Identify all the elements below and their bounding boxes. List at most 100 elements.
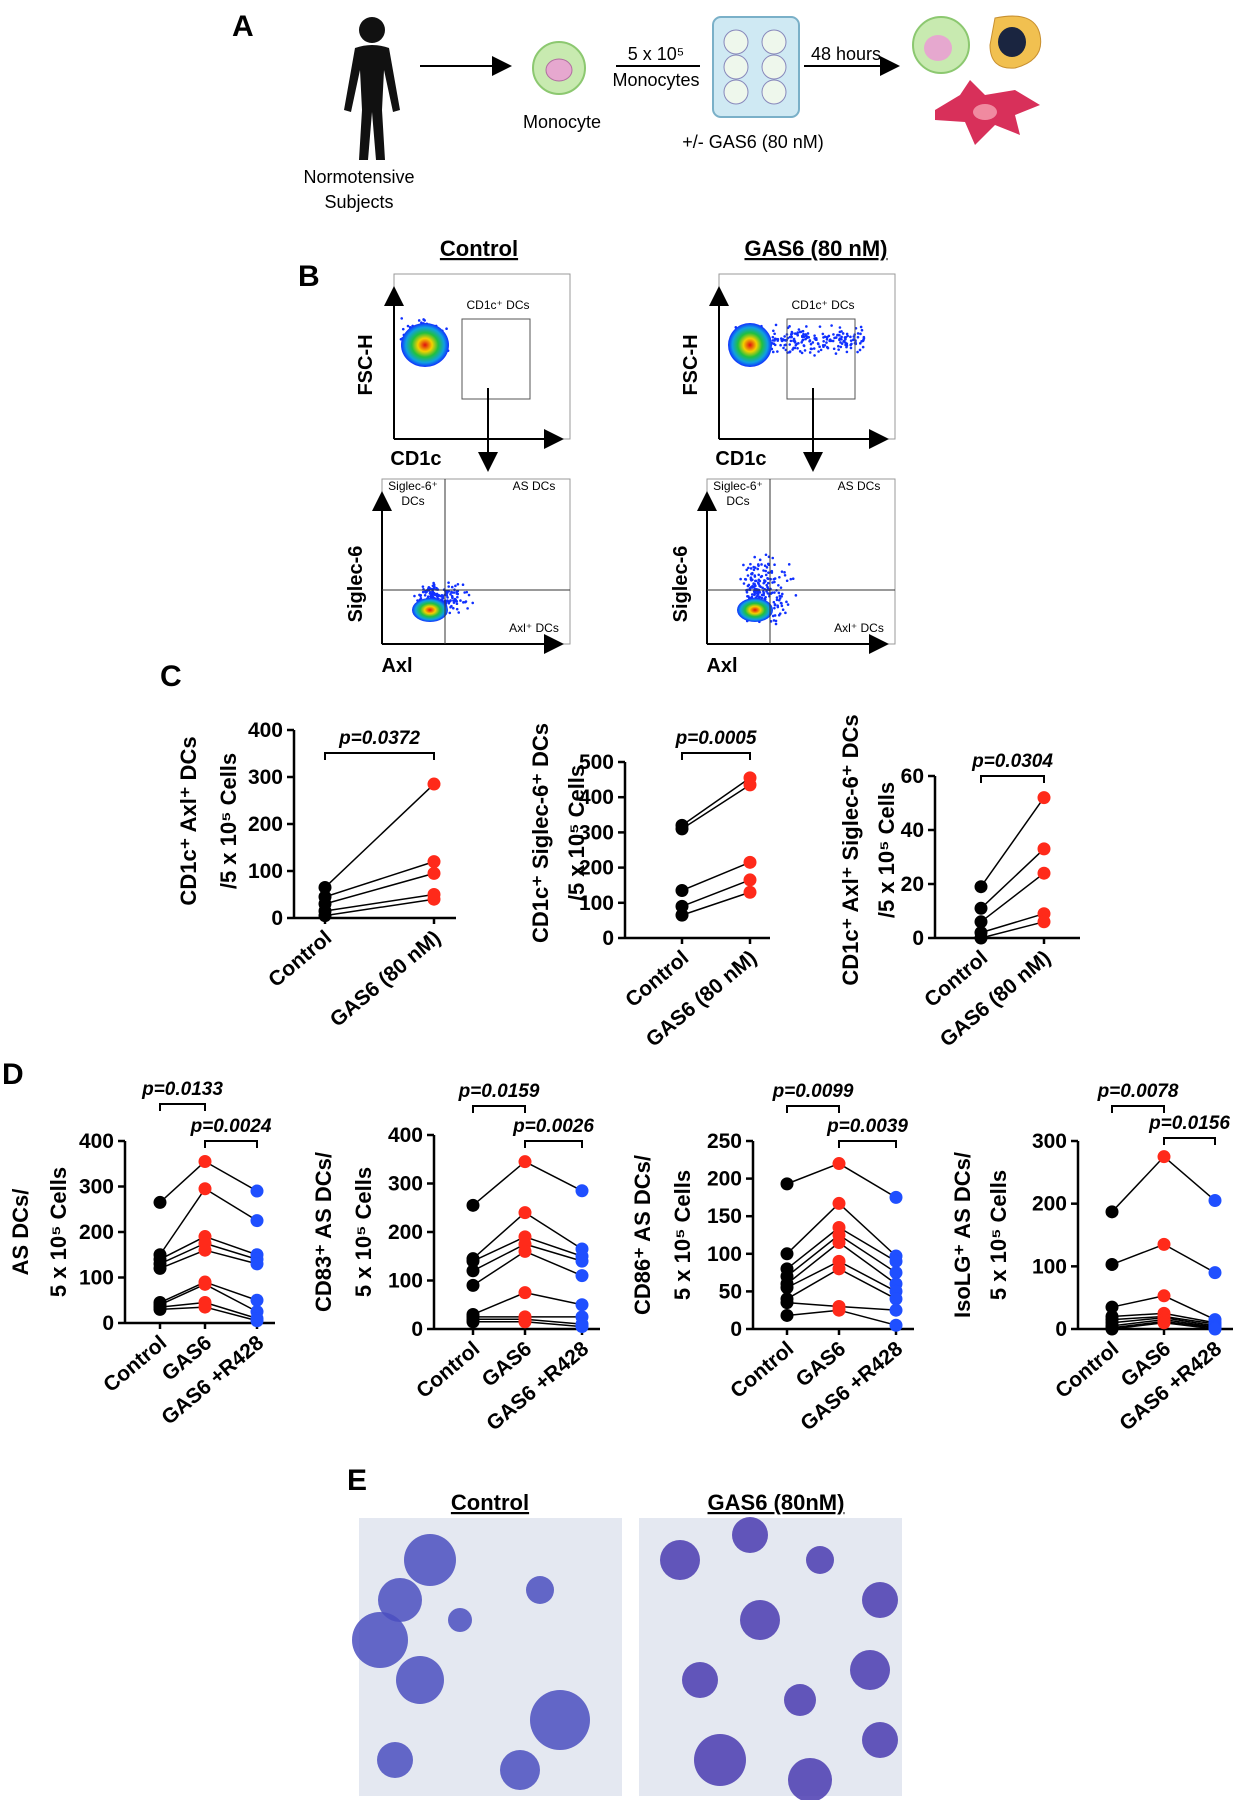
pair-line — [524, 1211, 583, 1250]
data-point — [832, 1236, 846, 1250]
flow-dot — [764, 569, 768, 573]
stained-cell — [377, 1742, 413, 1778]
flow-dot — [849, 335, 852, 339]
data-point — [466, 1315, 480, 1329]
nucleus — [973, 104, 997, 120]
flow-dot — [838, 338, 841, 342]
pair-line — [204, 1306, 258, 1322]
flow-dot — [775, 596, 779, 599]
flow-dot — [465, 590, 469, 594]
panel-label: B — [298, 260, 320, 293]
pair-line — [838, 1268, 897, 1300]
time-label: 48 hours — [811, 44, 881, 64]
y-tick-label: 400 — [388, 1124, 423, 1147]
pair-line — [786, 1268, 840, 1300]
dot-cloud — [412, 581, 475, 622]
y-axis-label: /5 x 10⁵ Cells — [874, 782, 899, 918]
flow-dot — [859, 332, 862, 336]
pair-line — [838, 1309, 897, 1326]
pair-line — [472, 1236, 526, 1262]
flow-dot — [759, 575, 763, 579]
flow-dot — [787, 563, 791, 566]
flow-dot — [427, 587, 430, 590]
flow-dot — [435, 594, 439, 598]
flow-dot — [758, 558, 762, 562]
bracket — [980, 775, 1045, 783]
y-tick-label: 0 — [271, 907, 283, 930]
y-axis-label: CD83⁺ AS DCs/ — [311, 1152, 336, 1312]
flow-dot — [822, 340, 825, 343]
y-axis-label: CD1c⁺ Siglec-6⁺ DCs — [528, 723, 553, 943]
pair-line — [472, 1291, 526, 1316]
flow-dot — [743, 577, 747, 581]
pair-line — [1163, 1321, 1216, 1330]
flow-dot — [817, 350, 820, 353]
flow-dot — [800, 351, 804, 355]
flow-dot — [753, 574, 757, 577]
flow-dot — [467, 593, 471, 597]
flow-dot — [757, 573, 761, 577]
flow-dot — [793, 346, 797, 350]
flow-dot — [832, 333, 835, 336]
y-tick-label: 0 — [602, 927, 614, 950]
subjects-label: Normotensive — [303, 167, 414, 187]
y-tick-label: 20 — [901, 873, 924, 896]
quadrant-label: AS DCs — [838, 479, 881, 493]
pair-line — [1111, 1321, 1165, 1330]
flow-dot — [771, 335, 775, 339]
flow-dot — [455, 592, 459, 595]
data-point — [466, 1264, 480, 1278]
flow-dot — [821, 344, 825, 347]
x-tick-label: GAS6 +R428 — [482, 1337, 593, 1435]
flow-dot — [785, 600, 788, 604]
flow-dot — [413, 594, 416, 598]
data-point — [1037, 791, 1051, 805]
flow-dot — [825, 341, 828, 344]
pair-line — [324, 860, 435, 898]
data-point — [1157, 1316, 1171, 1330]
flow-dot — [808, 339, 811, 343]
flow-dot — [752, 590, 756, 593]
p-value: p=0.0024 — [190, 1116, 272, 1137]
pair-line — [472, 1250, 526, 1286]
data-point — [575, 1254, 589, 1268]
pair-line — [1111, 1295, 1165, 1308]
flow-dot — [827, 334, 831, 338]
pair-line — [838, 1162, 897, 1199]
flow-dot — [446, 596, 449, 599]
data-point — [675, 822, 689, 836]
stained-cell — [526, 1576, 554, 1604]
pair-line — [1163, 1243, 1216, 1274]
pair-line — [204, 1242, 258, 1261]
stained-cell — [682, 1662, 718, 1698]
flow-dot — [764, 595, 767, 599]
x-tick-label: Control — [412, 1337, 484, 1403]
y-tick-label: 200 — [579, 857, 614, 880]
count-label: 5 x 10⁵ — [628, 44, 685, 64]
flow-dot — [454, 599, 457, 603]
flow-dot — [773, 337, 777, 341]
flow-dot — [813, 334, 816, 337]
flow-dot — [844, 335, 848, 339]
pair-line — [159, 1306, 206, 1311]
flow-dot — [754, 584, 757, 588]
pair-line — [1111, 1243, 1165, 1266]
y-tick-label: 400 — [248, 719, 283, 742]
flow-dot — [430, 595, 433, 598]
flow-dot — [448, 611, 452, 615]
y-tick-label: 300 — [579, 821, 614, 844]
flow-column: GAS6 (80 nM) CD1c⁺ DCs FSC-H CD1c Siglec… — [670, 236, 896, 677]
y-tick-label: 500 — [579, 751, 614, 774]
stained-cells — [352, 1517, 898, 1800]
pair-line — [524, 1161, 583, 1192]
y-axis-label: 5 x 10⁵ Cells — [351, 1167, 376, 1297]
data-point — [780, 1281, 794, 1295]
y-axis-label: FSC-H — [355, 334, 377, 395]
flow-dot — [791, 577, 795, 581]
flow-dot — [745, 590, 749, 594]
flow-dot — [779, 586, 783, 589]
data-point — [889, 1190, 903, 1204]
panel-label: C — [160, 660, 182, 693]
image-title: GAS6 (80nM) — [708, 1490, 845, 1515]
flow-dot — [406, 324, 410, 328]
